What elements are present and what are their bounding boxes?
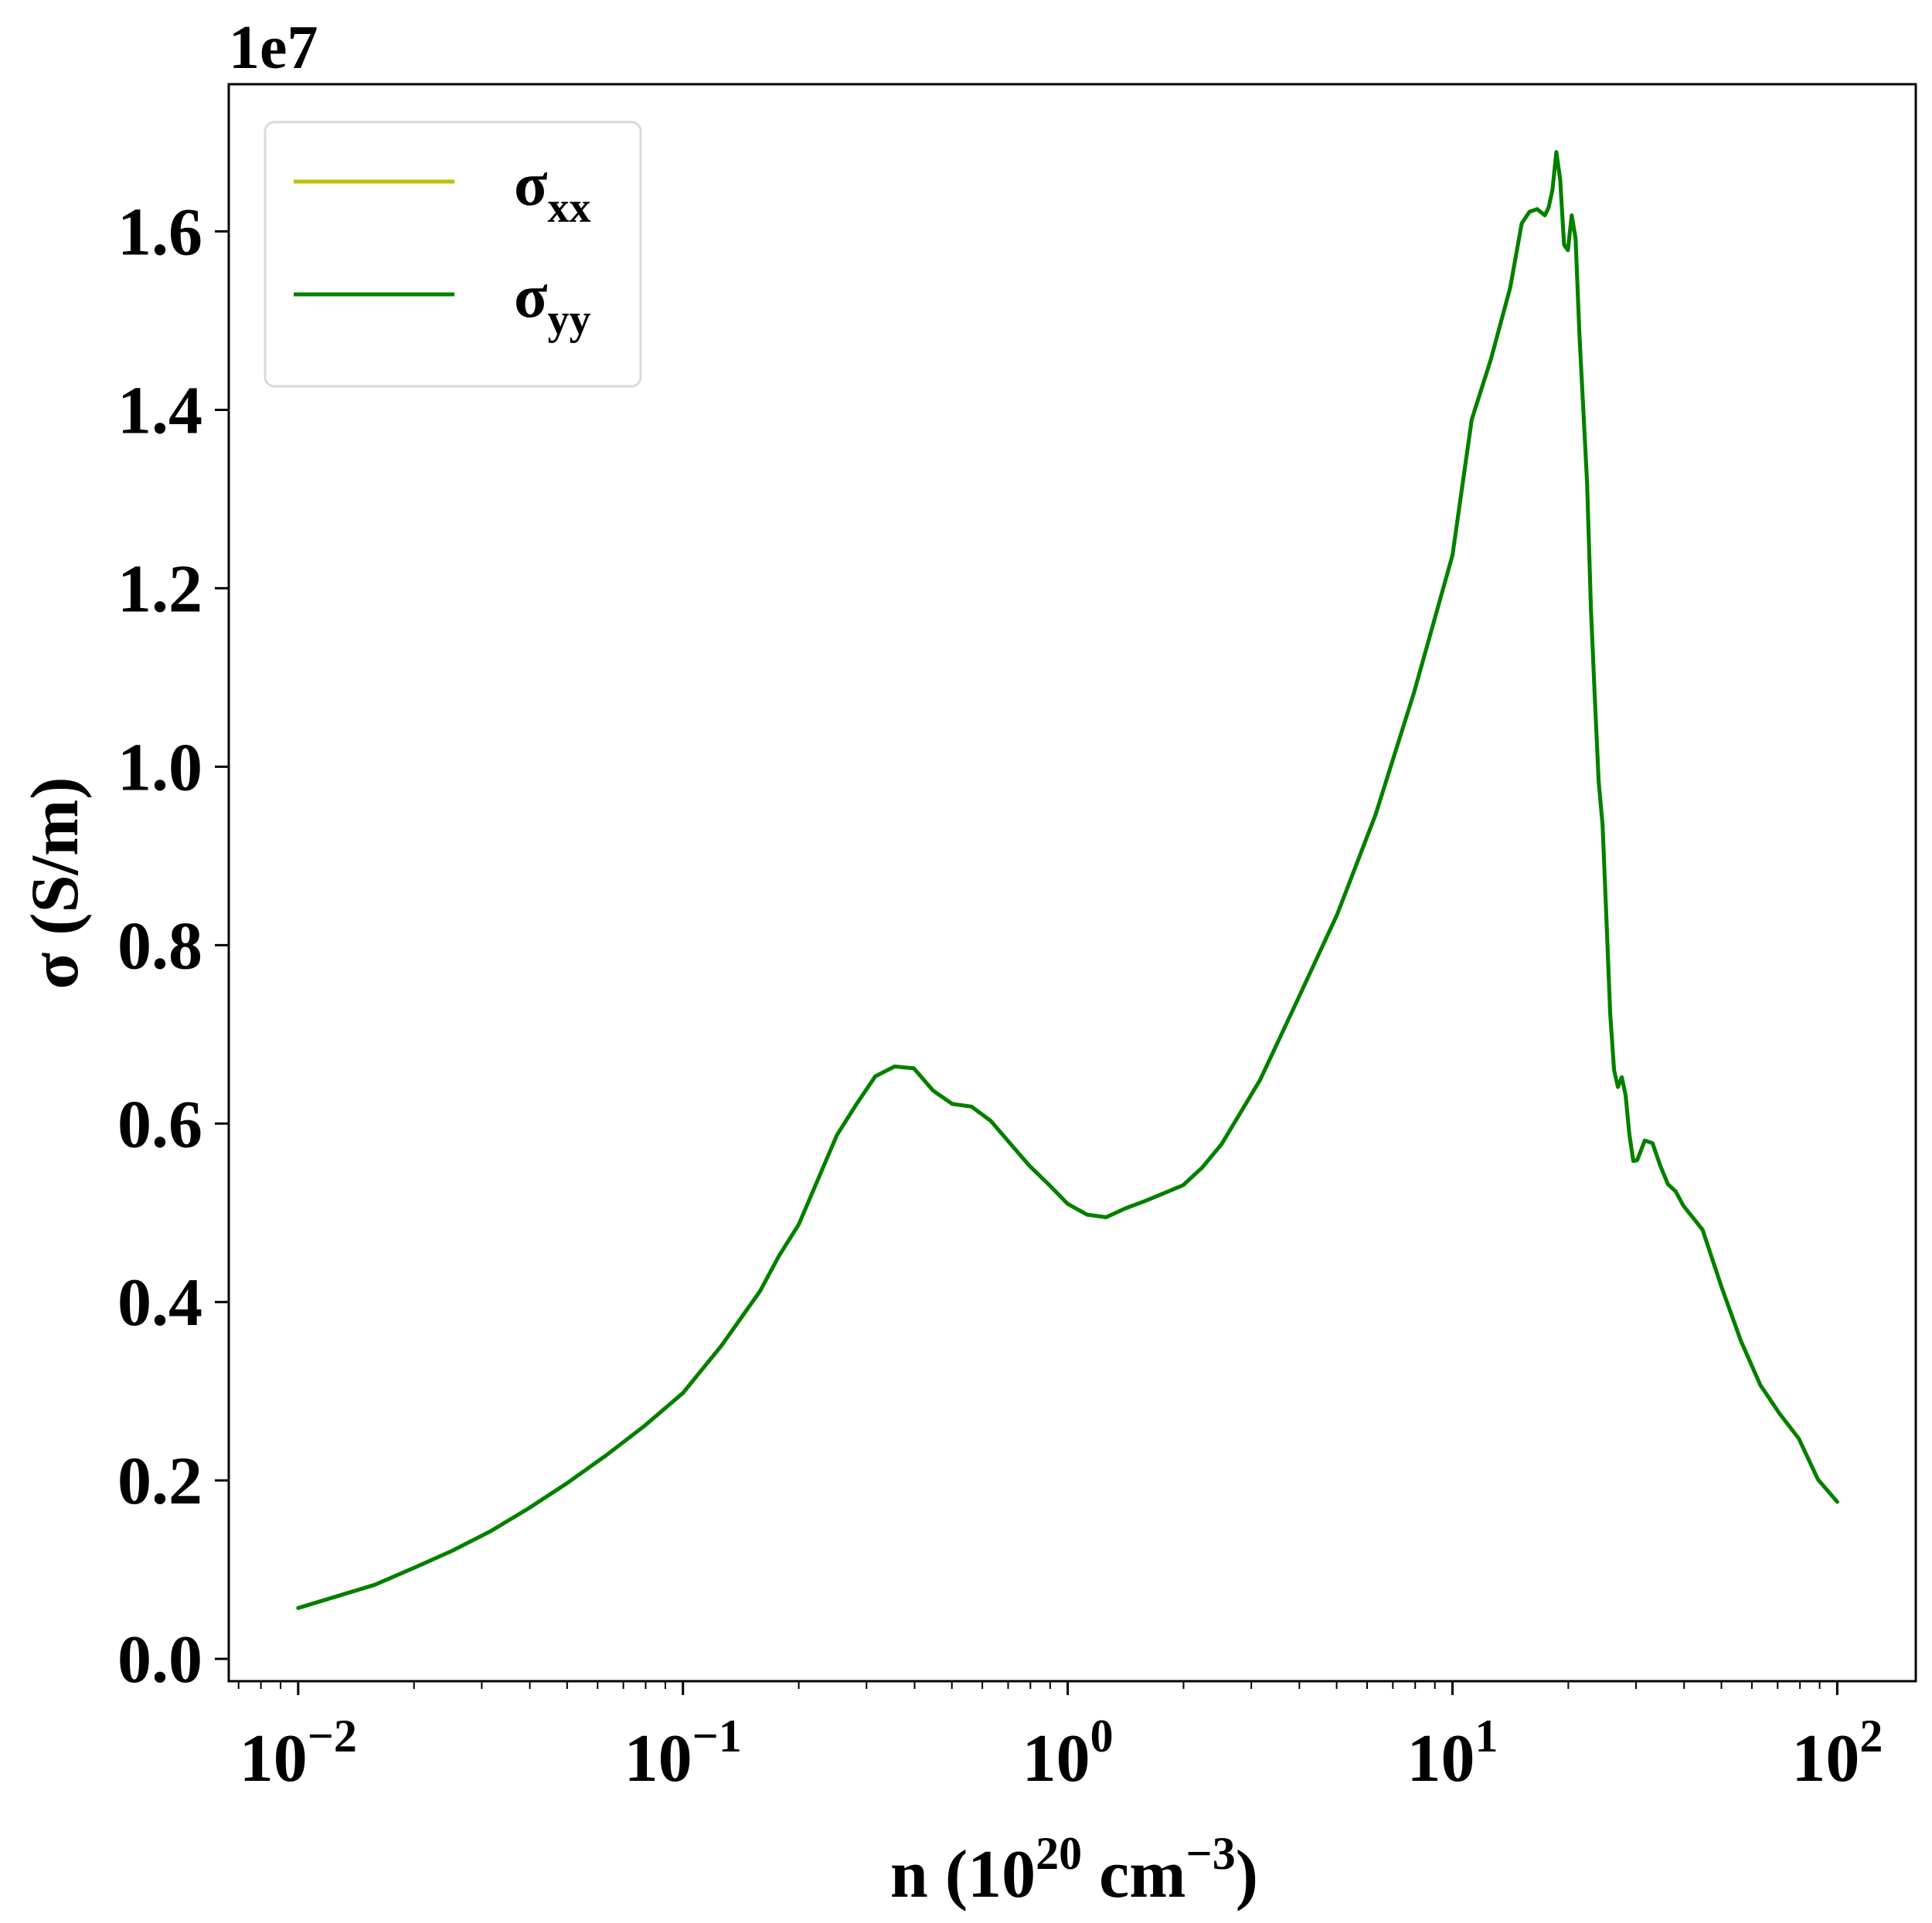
x-tick-label: 102 xyxy=(1791,1711,1883,1796)
x-axis-label: n (1020 cm−3) xyxy=(890,1828,1258,1912)
x-tick-label: 101 xyxy=(1406,1711,1498,1796)
y-axis-ticks: 0.0 0.2 0.4 0.6 0.8 1.0 1.2 1.4 1.6 xyxy=(117,195,229,1697)
y-tick-label: 0.0 xyxy=(117,1622,202,1697)
legend: σxx σyy xyxy=(264,121,642,388)
series-line-yy xyxy=(296,150,1839,1610)
legend-label-sigma-yy: σyy xyxy=(514,263,591,344)
y-tick-label: 0.6 xyxy=(117,1087,202,1162)
x-tick-label: 100 xyxy=(1022,1711,1114,1796)
y-tick-label: 0.4 xyxy=(117,1266,202,1340)
y-tick-label: 1.0 xyxy=(117,730,202,805)
x-tick-label: 10−2 xyxy=(240,1711,357,1796)
y-tick-label: 1.2 xyxy=(117,552,202,627)
plot-frame xyxy=(227,83,1917,1683)
y-offset-label: 1e7 xyxy=(229,14,318,82)
series-lines xyxy=(296,150,1839,1610)
y-tick-label: 0.2 xyxy=(117,1444,202,1519)
legend-box xyxy=(264,121,642,388)
x-axis-ticks: 10−2 10−1 100 101 102 xyxy=(237,1681,1883,1796)
y-tick-label: 1.6 xyxy=(117,195,202,270)
y-axis-label: σ (S/m) xyxy=(18,776,93,989)
y-tick-label: 0.8 xyxy=(117,909,202,984)
y-tick-label: 1.4 xyxy=(117,373,202,448)
legend-label-sigma-xx: σxx xyxy=(514,151,591,232)
x-tick-label: 10−1 xyxy=(624,1711,742,1796)
